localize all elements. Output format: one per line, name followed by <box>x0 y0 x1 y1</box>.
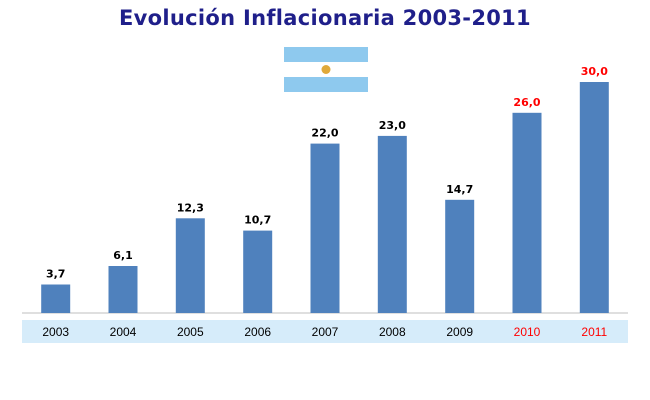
bar-2010 <box>512 112 542 313</box>
bar-2007 <box>310 143 340 313</box>
bars-group <box>41 82 609 313</box>
bar-2011 <box>579 82 609 313</box>
flag-stripe-top <box>284 47 368 62</box>
value-label-2006: 10,7 <box>244 214 271 227</box>
category-label-2004: 2004 <box>110 325 137 339</box>
bar-2008 <box>377 135 407 313</box>
category-axis-band <box>22 320 628 343</box>
bar-2003 <box>41 284 71 313</box>
value-label-2004: 6,1 <box>113 249 133 262</box>
category-label-2005: 2005 <box>177 325 204 339</box>
category-label-2006: 2006 <box>244 325 271 339</box>
bar-2009 <box>445 199 475 313</box>
flag-sun-icon <box>321 65 331 74</box>
value-label-2003: 3,7 <box>46 268 66 281</box>
category-labels-group: 2003 2004 2005 2006 2007 2008 2009 2010 2011 <box>42 325 607 339</box>
category-label-2008: 2008 <box>379 325 406 339</box>
value-label-2008: 23,0 <box>379 119 406 132</box>
value-label-2009: 14,7 <box>446 183 473 196</box>
category-label-2010: 2010 <box>514 325 541 339</box>
argentina-flag-icon <box>284 47 368 92</box>
category-label-2011: 2011 <box>581 325 607 339</box>
bar-2005 <box>175 218 205 313</box>
value-label-2010: 26,0 <box>513 96 540 109</box>
value-label-2005: 12,3 <box>177 201 204 214</box>
bar-2006 <box>243 230 273 313</box>
bar-2004 <box>108 266 138 313</box>
flag-stripe-bottom <box>284 77 368 92</box>
category-label-2007: 2007 <box>312 325 339 339</box>
category-label-2003: 2003 <box>42 325 69 339</box>
value-label-2011: 30,0 <box>581 65 608 78</box>
chart-title: Evolución Inflacionaria 2003-2011 <box>119 6 531 30</box>
value-labels-group: 3,7 6,1 12,3 10,7 22,0 23,0 14,7 26,0 30,0 <box>46 65 608 281</box>
category-label-2009: 2009 <box>446 325 473 339</box>
value-label-2007: 22,0 <box>311 127 338 140</box>
